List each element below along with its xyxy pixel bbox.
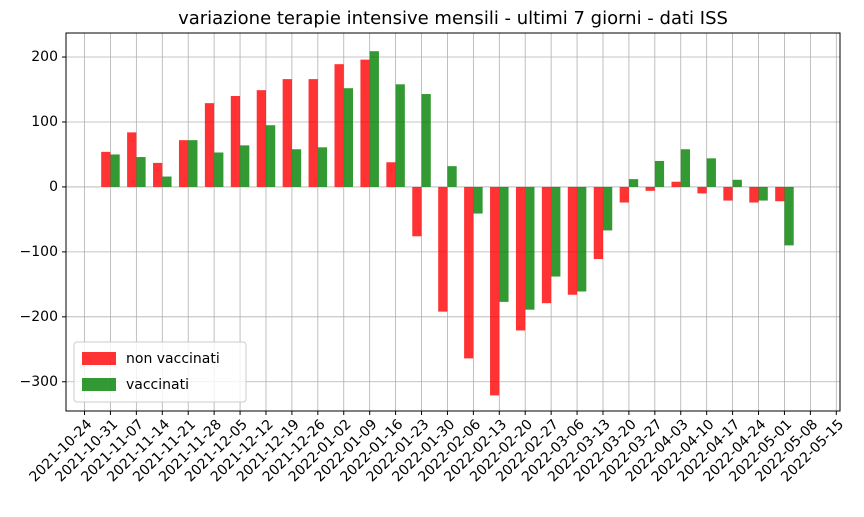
chart-title: variazione terapie intensive mensili - u… <box>178 8 728 29</box>
y-tick-label: 200 <box>31 49 58 65</box>
bar <box>317 147 328 187</box>
bar <box>240 145 250 187</box>
bar <box>551 186 561 277</box>
bar <box>697 186 707 194</box>
bar <box>749 186 759 203</box>
bar <box>464 186 474 359</box>
bar <box>204 103 215 187</box>
bar <box>162 176 172 187</box>
bar <box>265 125 276 187</box>
bar <box>671 181 681 187</box>
bar <box>619 186 629 203</box>
y-tick-label: 0 <box>49 179 58 195</box>
bar <box>308 79 318 187</box>
bar <box>515 186 526 331</box>
bar <box>282 79 292 187</box>
legend-label: vaccinati <box>126 377 189 393</box>
bar <box>525 186 535 310</box>
bar <box>343 88 354 187</box>
bar <box>360 59 370 187</box>
bar <box>101 151 111 187</box>
bar <box>153 162 163 187</box>
bar <box>628 179 639 187</box>
bar <box>567 186 578 295</box>
bar <box>386 162 396 187</box>
bar <box>775 186 785 202</box>
bar <box>412 186 422 237</box>
bar <box>723 186 733 201</box>
y-tick-label: −300 <box>20 374 58 390</box>
bar <box>654 160 665 187</box>
bar <box>602 186 613 231</box>
legend-swatch <box>82 378 116 391</box>
bar <box>490 186 500 396</box>
bar <box>758 186 768 201</box>
bar <box>291 149 302 187</box>
bar <box>577 186 587 292</box>
bar <box>706 158 716 187</box>
bar <box>178 140 189 187</box>
bar <box>784 186 794 246</box>
bar <box>369 51 379 187</box>
bar <box>541 186 552 304</box>
legend-box <box>73 341 247 403</box>
bar <box>473 186 483 214</box>
bar <box>447 166 457 187</box>
bar <box>395 84 405 187</box>
y-tick-label: 100 <box>31 114 58 130</box>
bar <box>680 149 691 187</box>
bar <box>136 157 146 187</box>
bar <box>256 90 266 187</box>
bar <box>732 179 742 187</box>
y-tick-label: −200 <box>20 309 58 325</box>
bar <box>230 96 241 187</box>
bar <box>593 186 603 260</box>
bar <box>421 94 431 187</box>
bar <box>334 64 344 187</box>
y-tick-label: −100 <box>20 244 58 260</box>
bar <box>110 154 120 187</box>
bar <box>645 186 655 191</box>
bar <box>438 186 448 312</box>
bar <box>127 132 137 187</box>
bar <box>499 186 509 302</box>
legend-label: non vaccinati <box>126 351 220 367</box>
bar <box>214 152 224 187</box>
bar <box>188 140 198 187</box>
legend-swatch <box>82 352 116 365</box>
plot-frame <box>65 32 841 412</box>
